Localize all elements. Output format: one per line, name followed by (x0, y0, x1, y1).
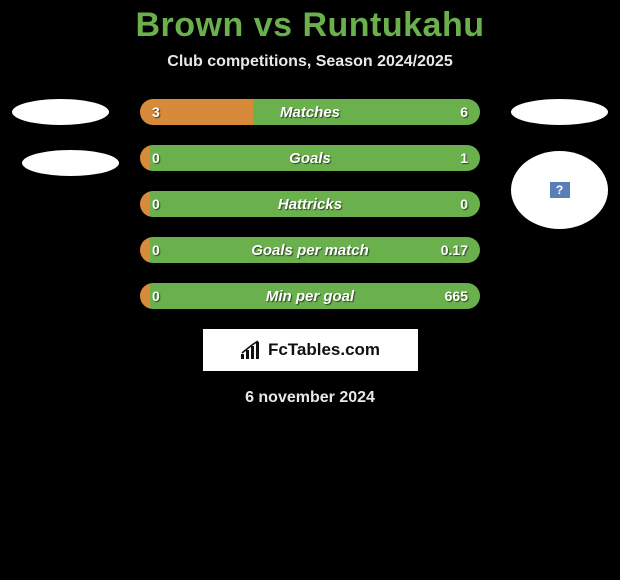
question-icon: ? (550, 182, 570, 198)
stat-bar: 0665Min per goal (140, 283, 480, 309)
stat-label: Matches (140, 99, 480, 125)
stat-label: Hattricks (140, 191, 480, 217)
decoration-ellipse (12, 99, 109, 125)
stat-label: Goals (140, 145, 480, 171)
stat-bar: 01Goals (140, 145, 480, 171)
stat-label: Goals per match (140, 237, 480, 263)
page-subtitle: Club competitions, Season 2024/2025 (0, 53, 620, 71)
brand-label: FcTables.com (268, 340, 380, 360)
stat-bar: 00Hattricks (140, 191, 480, 217)
chart-area: ? 36Matches 01Goals 00Hattricks 00.17Goals … (0, 99, 620, 407)
stat-label: Min per goal (140, 283, 480, 309)
date-label: 6 november 2024 (0, 389, 620, 407)
decoration-ellipse (22, 150, 119, 176)
page-title: Brown vs Runtukahu (0, 6, 620, 45)
decoration-ellipse (511, 99, 608, 125)
brand-badge: FcTables.com (203, 329, 418, 371)
chart-icon (240, 340, 264, 360)
comparison-bars: 36Matches 01Goals 00Hattricks 00.17Goals pe… (140, 99, 480, 309)
stat-bar: 00.17Goals per match (140, 237, 480, 263)
decoration-circle: ? (511, 151, 608, 229)
stat-bar: 36Matches (140, 99, 480, 125)
